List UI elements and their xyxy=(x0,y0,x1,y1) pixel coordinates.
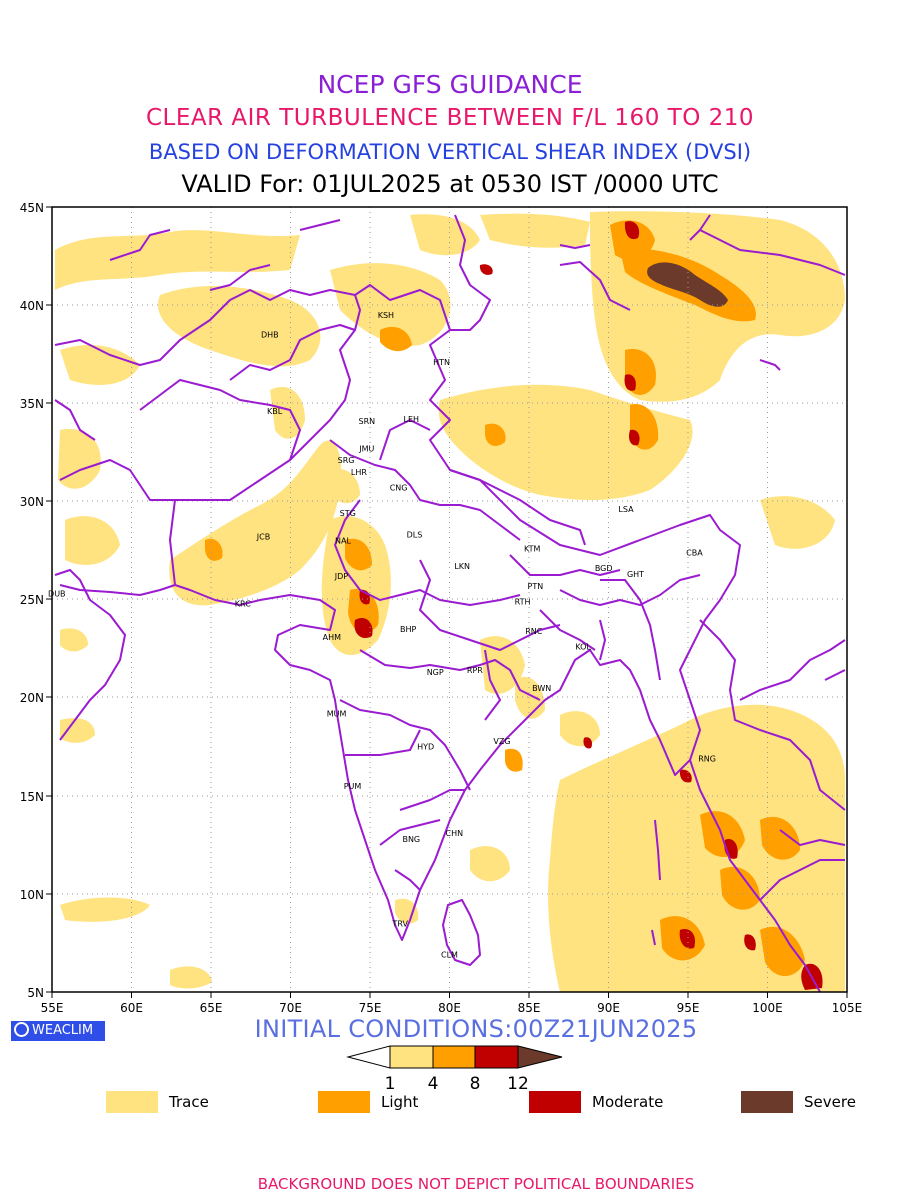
legend-swatch xyxy=(741,1091,793,1113)
colorbar-trace-cell xyxy=(389,1045,434,1069)
station-label-cng: CNG xyxy=(390,484,408,493)
lat-tick-label: 30N xyxy=(20,495,44,509)
lat-tick-label: 45N xyxy=(20,201,44,215)
lat-tick-label: 10N xyxy=(20,888,44,902)
station-label-hyd: HYD xyxy=(417,743,434,752)
map-title: NCEP GFS GUIDANCE xyxy=(317,70,583,99)
station-label-trv: TRV xyxy=(391,919,408,928)
station-label-rth: RTH xyxy=(515,598,531,607)
station-label-vzg: VZG xyxy=(493,737,510,746)
lon-tick-label: 90E xyxy=(597,1001,620,1015)
lat-tick-label: 5N xyxy=(27,986,44,1000)
station-label-dub: DUB xyxy=(48,590,66,599)
legend-label: Trace xyxy=(169,1093,209,1111)
lon-tick-label: 85E xyxy=(518,1001,541,1015)
station-label-leh: LEH xyxy=(404,415,420,424)
station-label-pum: PUM xyxy=(344,782,362,791)
legend-label: Severe xyxy=(804,1093,856,1111)
station-label-ptn: PTN xyxy=(528,582,544,591)
station-label-dhb: DHB xyxy=(261,331,279,340)
lon-tick-label: 100E xyxy=(752,1001,783,1015)
station-label-lsa: LSA xyxy=(618,505,634,514)
colorbar: 1 4 8 12 xyxy=(346,1045,563,1094)
station-label-ahm: AHM xyxy=(323,633,341,642)
station-label-rpr: RPR xyxy=(467,666,483,675)
station-label-jcb: JCB xyxy=(256,533,270,542)
lat-tick-label: 20N xyxy=(20,691,44,705)
legend-label: Light xyxy=(381,1093,419,1111)
valid-time: VALID For: 01JUL2025 at 0530 IST /0000 U… xyxy=(181,170,719,198)
lon-tick-label: 70E xyxy=(279,1001,302,1015)
station-label-krc: KRC xyxy=(235,599,251,608)
lon-tick-label: 60E xyxy=(120,1001,143,1015)
colorbar-light-cell xyxy=(432,1045,476,1069)
station-label-chn: CHN xyxy=(446,829,464,838)
graticule xyxy=(52,207,847,992)
lon-tick-label: 65E xyxy=(200,1001,223,1015)
station-label-kol: KOL xyxy=(575,643,591,652)
lon-tick-label: 105E xyxy=(832,1001,863,1015)
trace-areas xyxy=(55,211,845,992)
lat-tick-label: 15N xyxy=(20,790,44,804)
lat-tick-label: 25N xyxy=(20,593,44,607)
map-subtitle: CLEAR AIR TURBULENCE BETWEEN F/L 160 TO … xyxy=(145,105,755,131)
station-label-clm: CLM xyxy=(441,951,458,960)
colorbar-underflow-arrow xyxy=(346,1045,391,1069)
station-label-bgd: BGD xyxy=(595,564,613,573)
station-label-bng: BNG xyxy=(402,835,420,844)
station-label-ktm: KTM xyxy=(524,545,541,554)
initial-conditions: INITIAL CONDITIONS:00Z21JUN2025 xyxy=(254,1015,698,1043)
station-label-ngp: NGP xyxy=(427,668,444,677)
station-label-jdp: JDP xyxy=(334,572,349,581)
station-label-bhp: BHP xyxy=(400,625,417,634)
station-label-mum: MUM xyxy=(327,709,347,718)
station-label-dls: DLS xyxy=(407,531,423,540)
latitude-labels: 45N 40N 35N 30N 25N 20N 15N 10N 5N xyxy=(20,201,44,1000)
legend-swatch xyxy=(529,1091,581,1113)
colorbar-moderate-cell xyxy=(474,1045,519,1069)
station-label-lkn: LKN xyxy=(454,562,470,571)
colorbar-tick: 12 xyxy=(507,1074,529,1094)
colorbar-tick: 1 xyxy=(385,1074,396,1094)
boundary-lines xyxy=(54,214,846,992)
station-label-rng: RNG xyxy=(698,755,716,764)
colorbar-tick: 4 xyxy=(428,1074,439,1094)
station-label-bwn: BWN xyxy=(532,684,551,693)
index-description: BASED ON DEFORMATION VERTICAL SHEAR INDE… xyxy=(148,140,752,164)
weaclim-logo: WEACLIM xyxy=(11,1021,105,1041)
logo-text: WEACLIM xyxy=(32,1023,94,1038)
station-label-ksh: KSH xyxy=(378,311,394,320)
turbulence-layer xyxy=(55,211,845,992)
axis-ticks xyxy=(46,206,848,998)
station-label-srn: SRN xyxy=(358,417,375,426)
legend-swatch xyxy=(106,1091,158,1113)
lon-tick-label: 80E xyxy=(438,1001,461,1015)
longitude-labels: 55E 60E 65E 70E 75E 80E 85E 90E 95E 100E… xyxy=(41,1001,863,1015)
station-label-htn: HTN xyxy=(433,358,450,367)
legend-label: Moderate xyxy=(592,1093,664,1111)
boundary-disclaimer: BACKGROUND DOES NOT DEPICT POLITICAL BOU… xyxy=(257,1175,695,1193)
station-label-ght: GHT xyxy=(627,570,644,579)
logo-circle-icon xyxy=(14,1022,29,1037)
station-label-rnc: RNC xyxy=(525,627,543,636)
severe-areas xyxy=(647,262,728,307)
station-label-srg: SRG xyxy=(338,456,355,465)
colorbar-tick: 8 xyxy=(470,1074,481,1094)
legend-swatch xyxy=(318,1091,370,1113)
colorbar-severe-arrow xyxy=(517,1045,563,1069)
station-label-nal: NAL xyxy=(335,537,351,546)
lon-tick-label: 95E xyxy=(677,1001,700,1015)
station-label-kbl: KBL xyxy=(267,407,283,416)
lat-tick-label: 35N xyxy=(20,397,44,411)
station-label-jmu: JMU xyxy=(358,444,374,453)
lon-tick-label: 55E xyxy=(41,1001,64,1015)
lon-tick-label: 75E xyxy=(359,1001,382,1015)
station-label-lhr: LHR xyxy=(351,468,367,477)
station-label-stg: STG xyxy=(340,509,356,518)
station-label-cba: CBA xyxy=(686,548,703,557)
lat-tick-label: 40N xyxy=(20,299,44,313)
